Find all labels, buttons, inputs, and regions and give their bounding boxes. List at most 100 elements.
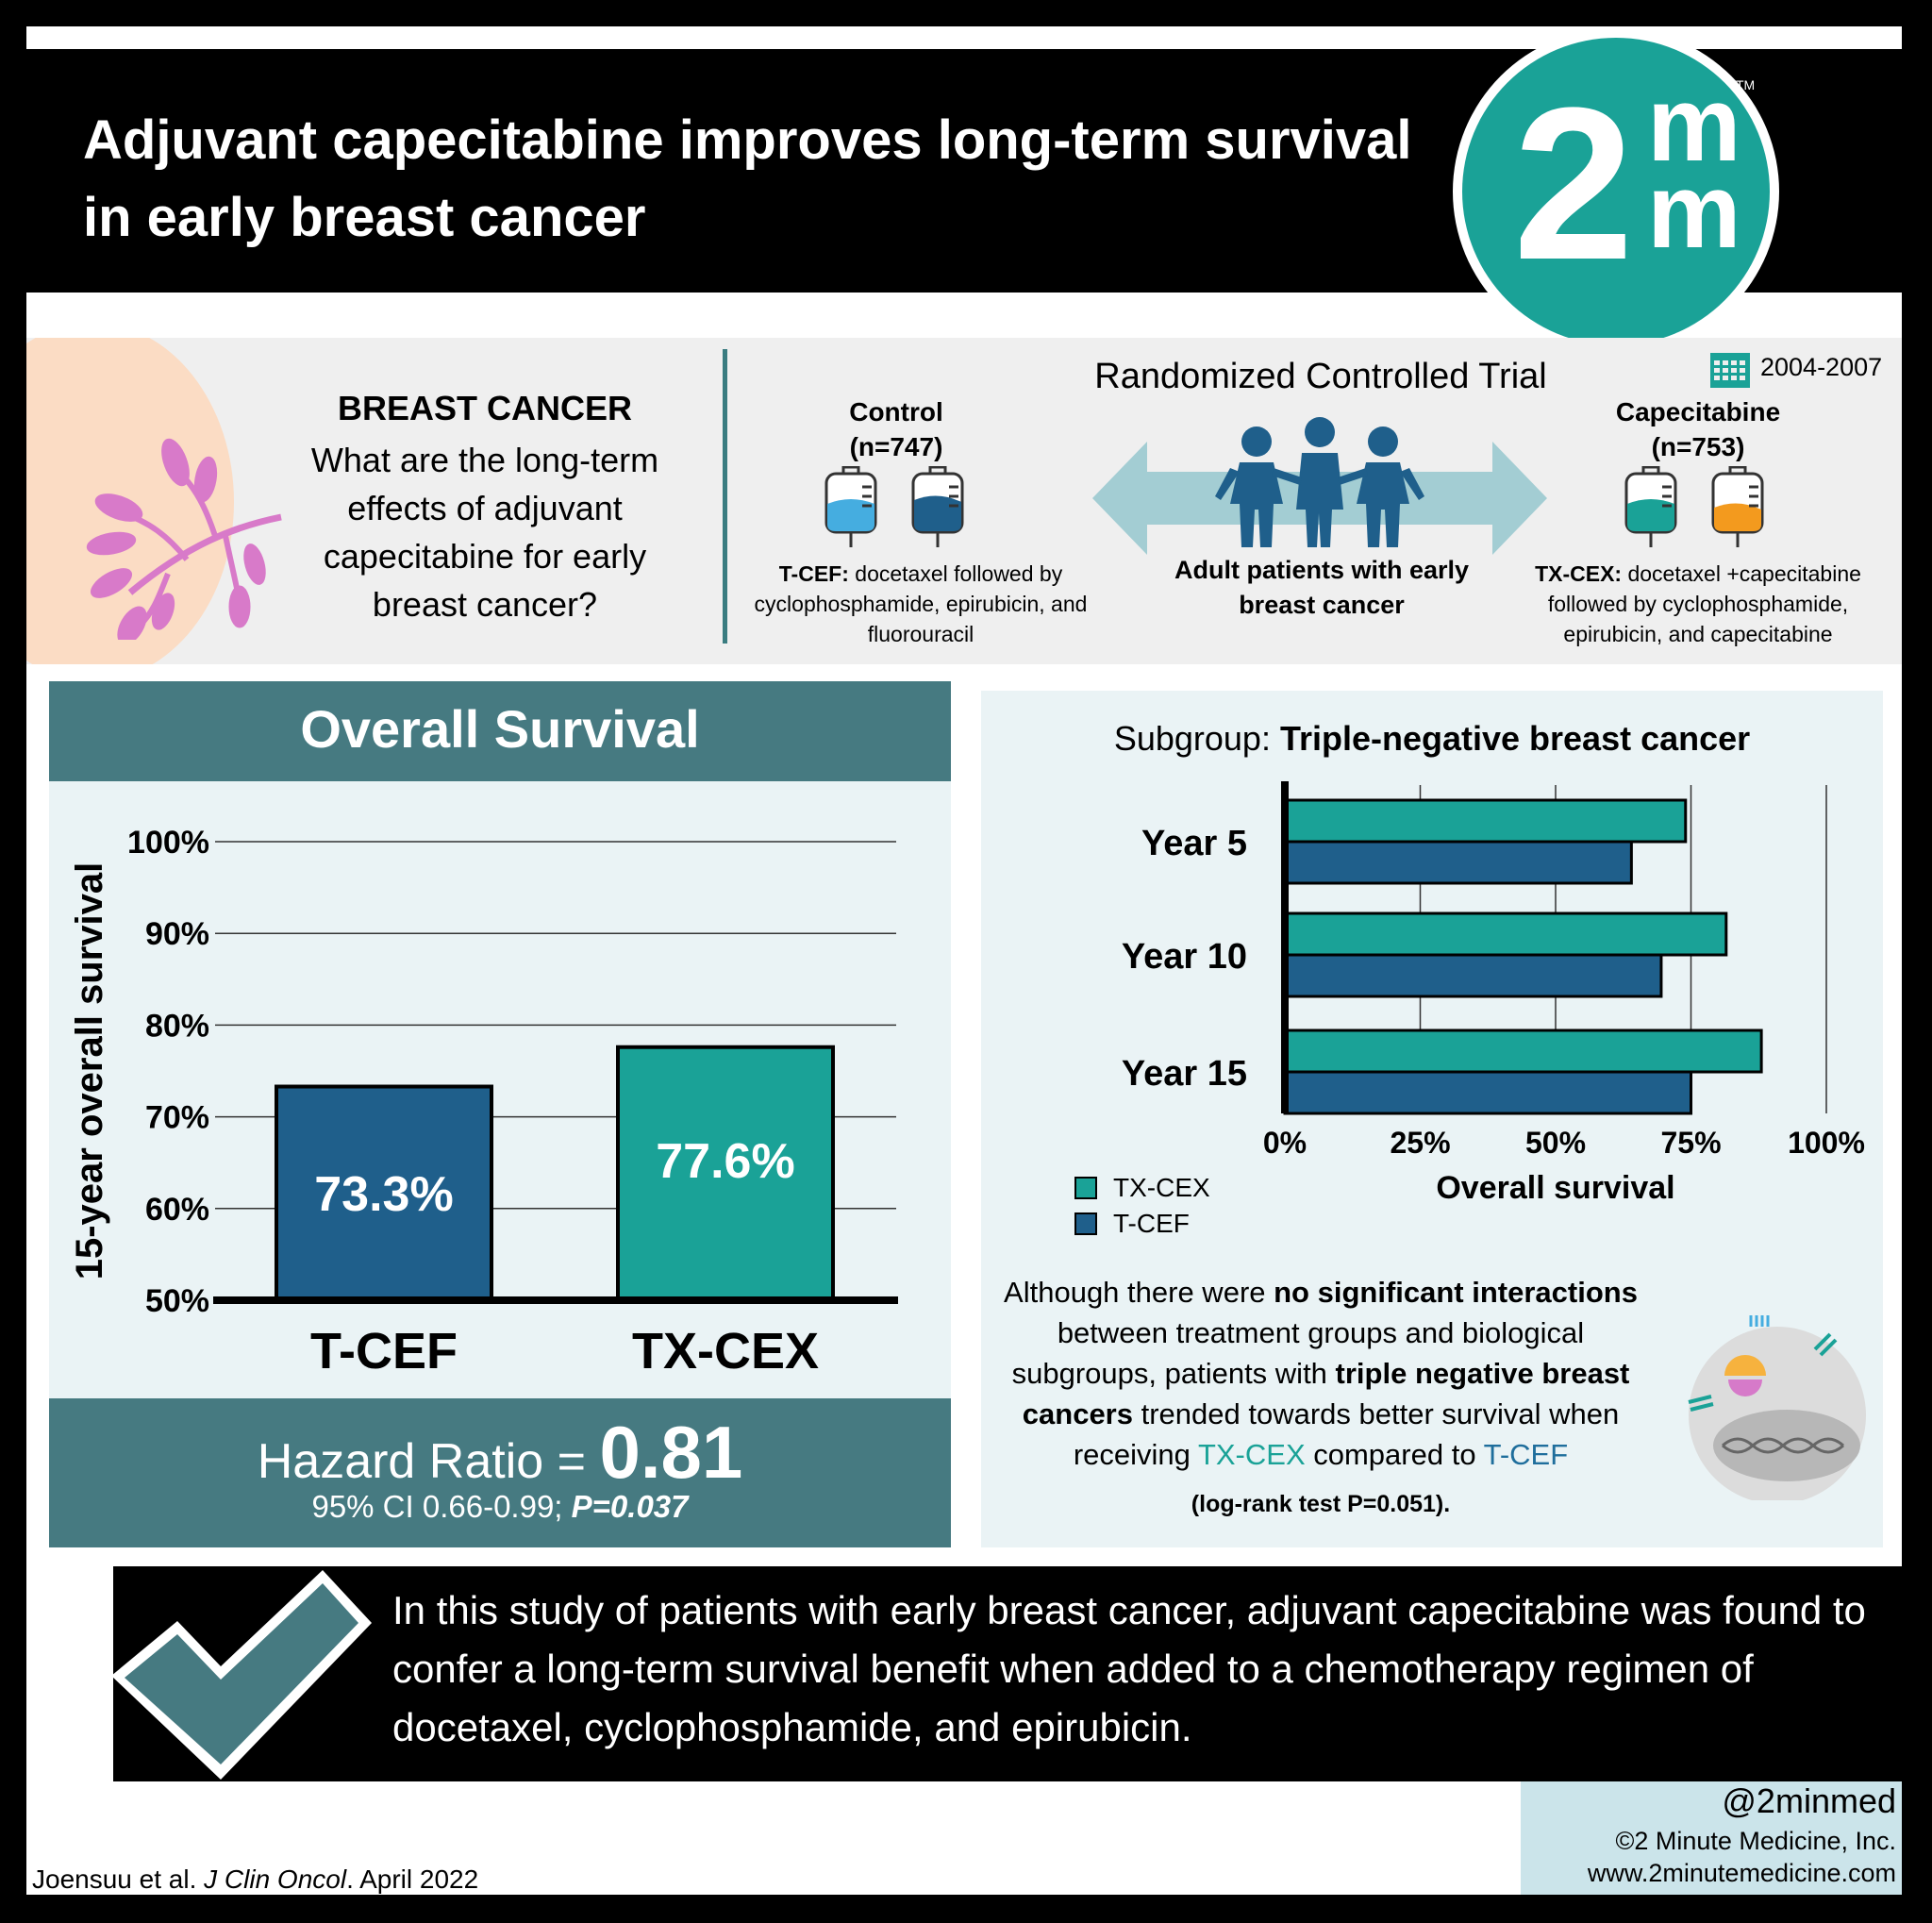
- p-value: P=0.037: [571, 1489, 689, 1524]
- calendar-icon: [1710, 353, 1750, 388]
- social-handle: @2minmed: [1722, 1781, 1896, 1820]
- log-rank-note: (log-rank test P=0.051).: [1191, 1491, 1451, 1517]
- x-tick-label: 50%: [1525, 1126, 1586, 1160]
- copyright: ©2 Minute Medicine, Inc.: [1615, 1827, 1896, 1855]
- trial-title: Randomized Controlled Trial: [1094, 357, 1547, 396]
- control-regimen-text: docetaxel followed by cyclophosphamide, …: [754, 561, 1088, 646]
- population-text: Adult patients with early breast cancer: [1174, 556, 1470, 619]
- trial-years: 2004-2007: [1760, 353, 1883, 381]
- confidence-interval: 95% CI 0.66-0.99; P=0.037: [49, 1489, 951, 1525]
- logo-m-top: m: [1647, 65, 1741, 183]
- subgroup-title: Subgroup: Triple-negative breast cancer: [981, 719, 1883, 759]
- note-bold: no significant interactions: [1274, 1276, 1638, 1309]
- subgroup-title-prefix: Subgroup:: [1113, 719, 1280, 758]
- x-tick-label: 75%: [1660, 1126, 1721, 1160]
- note-tcef: T-CEF: [1483, 1438, 1569, 1471]
- question-heading: BREAST CANCER: [337, 389, 632, 427]
- treatment-label: Capecitabine: [1615, 397, 1781, 426]
- hazard-ratio-box: [49, 1398, 951, 1547]
- note-part: between treatment groups and biological …: [1011, 1316, 1585, 1390]
- control-arm-label: Control (n=747): [783, 394, 1009, 464]
- logo-trademark: TM: [1736, 77, 1756, 92]
- subgroup-title-bold: Triple-negative breast cancer: [1279, 719, 1751, 758]
- overall-survival-chart: 100% 90% 80% 70% 60% 50% 73.3% T-CEF 77.6% TX-CEX…: [69, 825, 898, 1380]
- y-tick-label: 70%: [145, 1100, 209, 1136]
- footer-box: [1521, 1781, 1902, 1895]
- y-tick-label: 90%: [145, 916, 209, 952]
- study-overview-band: [26, 338, 1902, 664]
- subgroup-note: Although there were no significant inter…: [981, 1272, 1660, 1475]
- bar-t-cef-year-15: [1283, 1070, 1692, 1115]
- x-tick-label: 25%: [1390, 1126, 1450, 1160]
- x-axis-label: Overall survival: [1436, 1170, 1674, 1206]
- treatment-regimen-text: docetaxel +capecitabine followed by cycl…: [1547, 561, 1861, 646]
- y-category-label: Year 5: [1141, 824, 1247, 863]
- checkmark-icon: [111, 1570, 372, 1780]
- citation-date: . April 2022: [346, 1864, 479, 1894]
- y-category-label: Year 10: [1122, 937, 1247, 977]
- bar-value-label: 77.6%: [656, 1134, 794, 1189]
- citation: Joensuu et al. J Clin Oncol. April 2022: [32, 1864, 478, 1895]
- y-tick-label: 80%: [145, 1008, 209, 1044]
- hazard-ratio-value: 0.81: [599, 1411, 743, 1494]
- conclusion-text: In this study of patients with early bre…: [392, 1588, 1866, 1749]
- note-part: compared to: [1305, 1438, 1484, 1471]
- y-tick-label: 60%: [145, 1192, 209, 1228]
- iv-bag-icons-control: [824, 466, 964, 547]
- iv-bag-icons-treatment: [1624, 466, 1764, 547]
- note-part: Although there were: [1004, 1276, 1274, 1309]
- note-bold: triple negative breast cancers: [1022, 1357, 1630, 1430]
- logo-2m: 2 m m TM: [1453, 28, 1779, 355]
- overall-survival-title: Overall Survival: [300, 699, 700, 759]
- bar-tx-cex: [616, 1045, 835, 1302]
- legend-label: T-CEF: [1113, 1209, 1190, 1238]
- treatment-regimen-name: TX-CEX:: [1535, 561, 1623, 586]
- section-divider: [723, 349, 727, 644]
- website: www.2minutemedicine.com: [1587, 1859, 1896, 1887]
- treatment-arm-label: Capecitabine (n=753): [1585, 394, 1811, 464]
- control-regimen: T-CEF: docetaxel followed by cyclophosph…: [732, 559, 1109, 649]
- note-txcex: TX-CEX: [1197, 1438, 1306, 1471]
- bar-t-cef-year-5: [1283, 840, 1633, 885]
- bar-t-cef-year-10: [1283, 953, 1663, 998]
- note-part: trended towards better survival when rec…: [1073, 1397, 1620, 1471]
- hazard-ratio: Hazard Ratio = 0.81: [49, 1410, 951, 1496]
- x-tick-label: 100%: [1788, 1126, 1865, 1160]
- page-title: Adjuvant capecitabine improves long-term…: [83, 109, 1412, 248]
- conclusion-box: [113, 1566, 1902, 1781]
- x-tick-label: 0%: [1263, 1126, 1307, 1160]
- logo-m-bottom: m: [1647, 152, 1741, 270]
- legend-label: TX-CEX: [1113, 1173, 1210, 1202]
- control-regimen-name: T-CEF:: [778, 561, 849, 586]
- control-label: Control: [849, 397, 943, 426]
- bar-tx-cex-year-10: [1283, 911, 1728, 957]
- citation-authors: Joensuu et al.: [32, 1864, 205, 1894]
- x-category-label: TX-CEX: [632, 1323, 819, 1380]
- bar-tx-cex-year-15: [1283, 1028, 1763, 1074]
- bar-value-label: 73.3%: [314, 1167, 453, 1222]
- citation-journal: J Clin Oncol: [204, 1864, 347, 1894]
- treatment-regimen: TX-CEX: docetaxel +capecitabine followed…: [1509, 559, 1887, 649]
- cell-icon: [1688, 1315, 1866, 1500]
- y-category-label: Year 15: [1122, 1054, 1247, 1094]
- y-tick-label: 100%: [127, 825, 209, 861]
- control-n: (n=747): [849, 432, 943, 461]
- x-category-label: T-CEF: [310, 1323, 458, 1380]
- y-axis-label: 15-year overall survival: [69, 862, 110, 1280]
- y-tick-label: 50%: [145, 1283, 209, 1319]
- ci-text: 95% CI 0.66-0.99;: [311, 1489, 572, 1524]
- bar-t-cef: [275, 1084, 493, 1302]
- breast-tissue-icon: [86, 438, 282, 640]
- legend-swatch: [1074, 1212, 1097, 1235]
- overall-survival-header: [49, 681, 951, 781]
- copyright-block: ©2 Minute Medicine, Inc. www.2minutemedi…: [1521, 1825, 1896, 1889]
- question-text: What are the long-term effects of adjuva…: [310, 441, 659, 624]
- patients-icon: [1215, 417, 1424, 547]
- legend-swatch: [1074, 1177, 1097, 1199]
- hazard-ratio-label: Hazard Ratio =: [257, 1434, 600, 1489]
- treatment-n: (n=753): [1651, 432, 1745, 461]
- bar-tx-cex-year-5: [1283, 798, 1688, 844]
- subgroup-chart: 0% 25% 50% 75% 100% Year 5 Year 10 Year 15 Overa…: [1074, 781, 1865, 1238]
- logo-circle: 2 m m TM: [1462, 38, 1770, 345]
- logo-digit: 2: [1513, 62, 1634, 305]
